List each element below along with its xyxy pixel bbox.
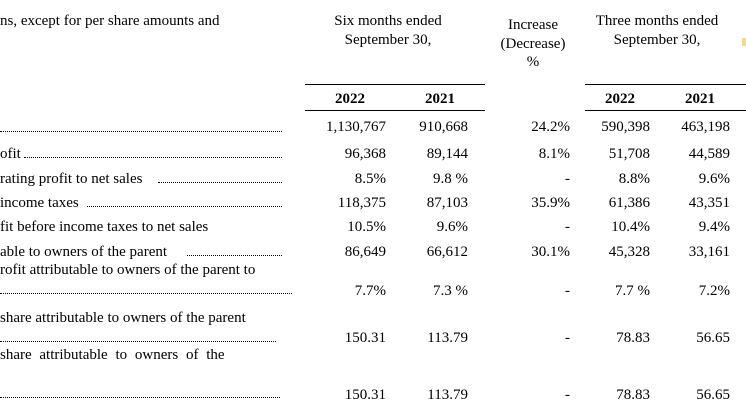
- row-value: 8.1%: [538, 146, 570, 162]
- row-value: 51,708: [608, 146, 650, 162]
- six-months-underline: [305, 84, 485, 85]
- row-label: income taxes: [0, 195, 79, 211]
- row-value: -: [565, 330, 570, 346]
- row-label: share attributable to owners of the: [0, 347, 225, 363]
- six-months-years-rule: [305, 110, 485, 111]
- row-value: 9.6%: [436, 219, 468, 235]
- row-value: 43,351: [688, 195, 730, 211]
- row-value: 10.5%: [347, 219, 386, 235]
- row-value: 150.31: [344, 330, 386, 346]
- year-three-2021: 2021: [685, 91, 715, 107]
- row-value: 150.31: [344, 387, 386, 403]
- row-value: 7.7 %: [615, 283, 650, 299]
- row-leader-dots: [0, 341, 276, 342]
- row-value: 113.79: [427, 387, 468, 403]
- three-months-years-rule: [585, 110, 746, 111]
- row-value: 87,103: [426, 195, 468, 211]
- three-months-underline: [585, 84, 746, 85]
- row-label: ofit: [0, 146, 21, 162]
- yellow-marker: [742, 38, 746, 46]
- row-value: -: [565, 387, 570, 403]
- row-value: 463,198: [681, 119, 730, 135]
- row-label: fit before income taxes to net sales: [0, 219, 209, 235]
- row-label: rofit attributable to owners of the pare…: [0, 262, 256, 278]
- header-label-fragment: ns, except for per share amounts and: [0, 13, 220, 29]
- row-value: 89,144: [426, 146, 468, 162]
- header-three-months-line2: September 30,: [613, 32, 701, 48]
- row-value: 8.5%: [354, 171, 386, 187]
- row-value: -: [565, 283, 570, 299]
- row-leader-dots: [187, 255, 282, 256]
- row-value: 30.1%: [531, 244, 570, 260]
- row-label: share attributable to owners of the pare…: [0, 310, 246, 326]
- row-leader-dots: [0, 131, 282, 132]
- row-value: 1,130,767: [326, 119, 386, 135]
- row-value: 7.3 %: [433, 283, 468, 299]
- row-leader-dots: [158, 182, 282, 183]
- header-increase-line3: %: [526, 54, 540, 70]
- row-leader-dots: [87, 206, 282, 207]
- row-value: 590,398: [601, 119, 650, 135]
- row-value: -: [565, 219, 570, 235]
- header-six-months-line2: September 30,: [344, 32, 432, 48]
- row-value: 118,375: [337, 195, 386, 211]
- row-value: 9.8 %: [433, 171, 468, 187]
- row-value: 7.2%: [698, 283, 730, 299]
- row-value: 10.4%: [611, 219, 650, 235]
- row-value: 44,589: [688, 146, 730, 162]
- header-increase-line1: Increase: [508, 17, 558, 33]
- row-value: 56.65: [696, 387, 730, 403]
- header-three-months-line1: Three months ended: [595, 13, 719, 29]
- row-label: rating profit to net sales: [0, 171, 143, 187]
- row-value: 86,649: [344, 244, 386, 260]
- row-value: 66,612: [426, 244, 468, 260]
- row-value: 61,386: [608, 195, 650, 211]
- row-value: 7.7%: [354, 283, 386, 299]
- row-value: 9.6%: [698, 171, 730, 187]
- row-label: able to owners of the parent: [0, 244, 168, 260]
- row-value: 9.4%: [698, 219, 730, 235]
- row-value: 78.83: [616, 387, 650, 403]
- row-value: 56.65: [696, 330, 730, 346]
- row-leader-dots: [0, 293, 292, 294]
- year-three-2022: 2022: [605, 91, 635, 107]
- row-value: 113.79: [427, 330, 468, 346]
- year-six-2021: 2021: [425, 91, 455, 107]
- row-value: 96,368: [344, 146, 386, 162]
- row-leader-dots: [24, 157, 282, 158]
- year-six-2022: 2022: [335, 91, 365, 107]
- row-value: -: [565, 171, 570, 187]
- row-value: 45,328: [608, 244, 650, 260]
- row-value: 78.83: [616, 330, 650, 346]
- header-increase-line2: (Decrease): [500, 36, 566, 52]
- row-value: 910,668: [419, 119, 468, 135]
- row-value: 33,161: [688, 244, 730, 260]
- row-value: 8.8%: [618, 171, 650, 187]
- header-six-months-line1: Six months ended: [334, 13, 442, 29]
- row-value: 35.9%: [531, 195, 570, 211]
- row-value: 24.2%: [531, 119, 570, 135]
- row-leader-dots: [0, 397, 280, 398]
